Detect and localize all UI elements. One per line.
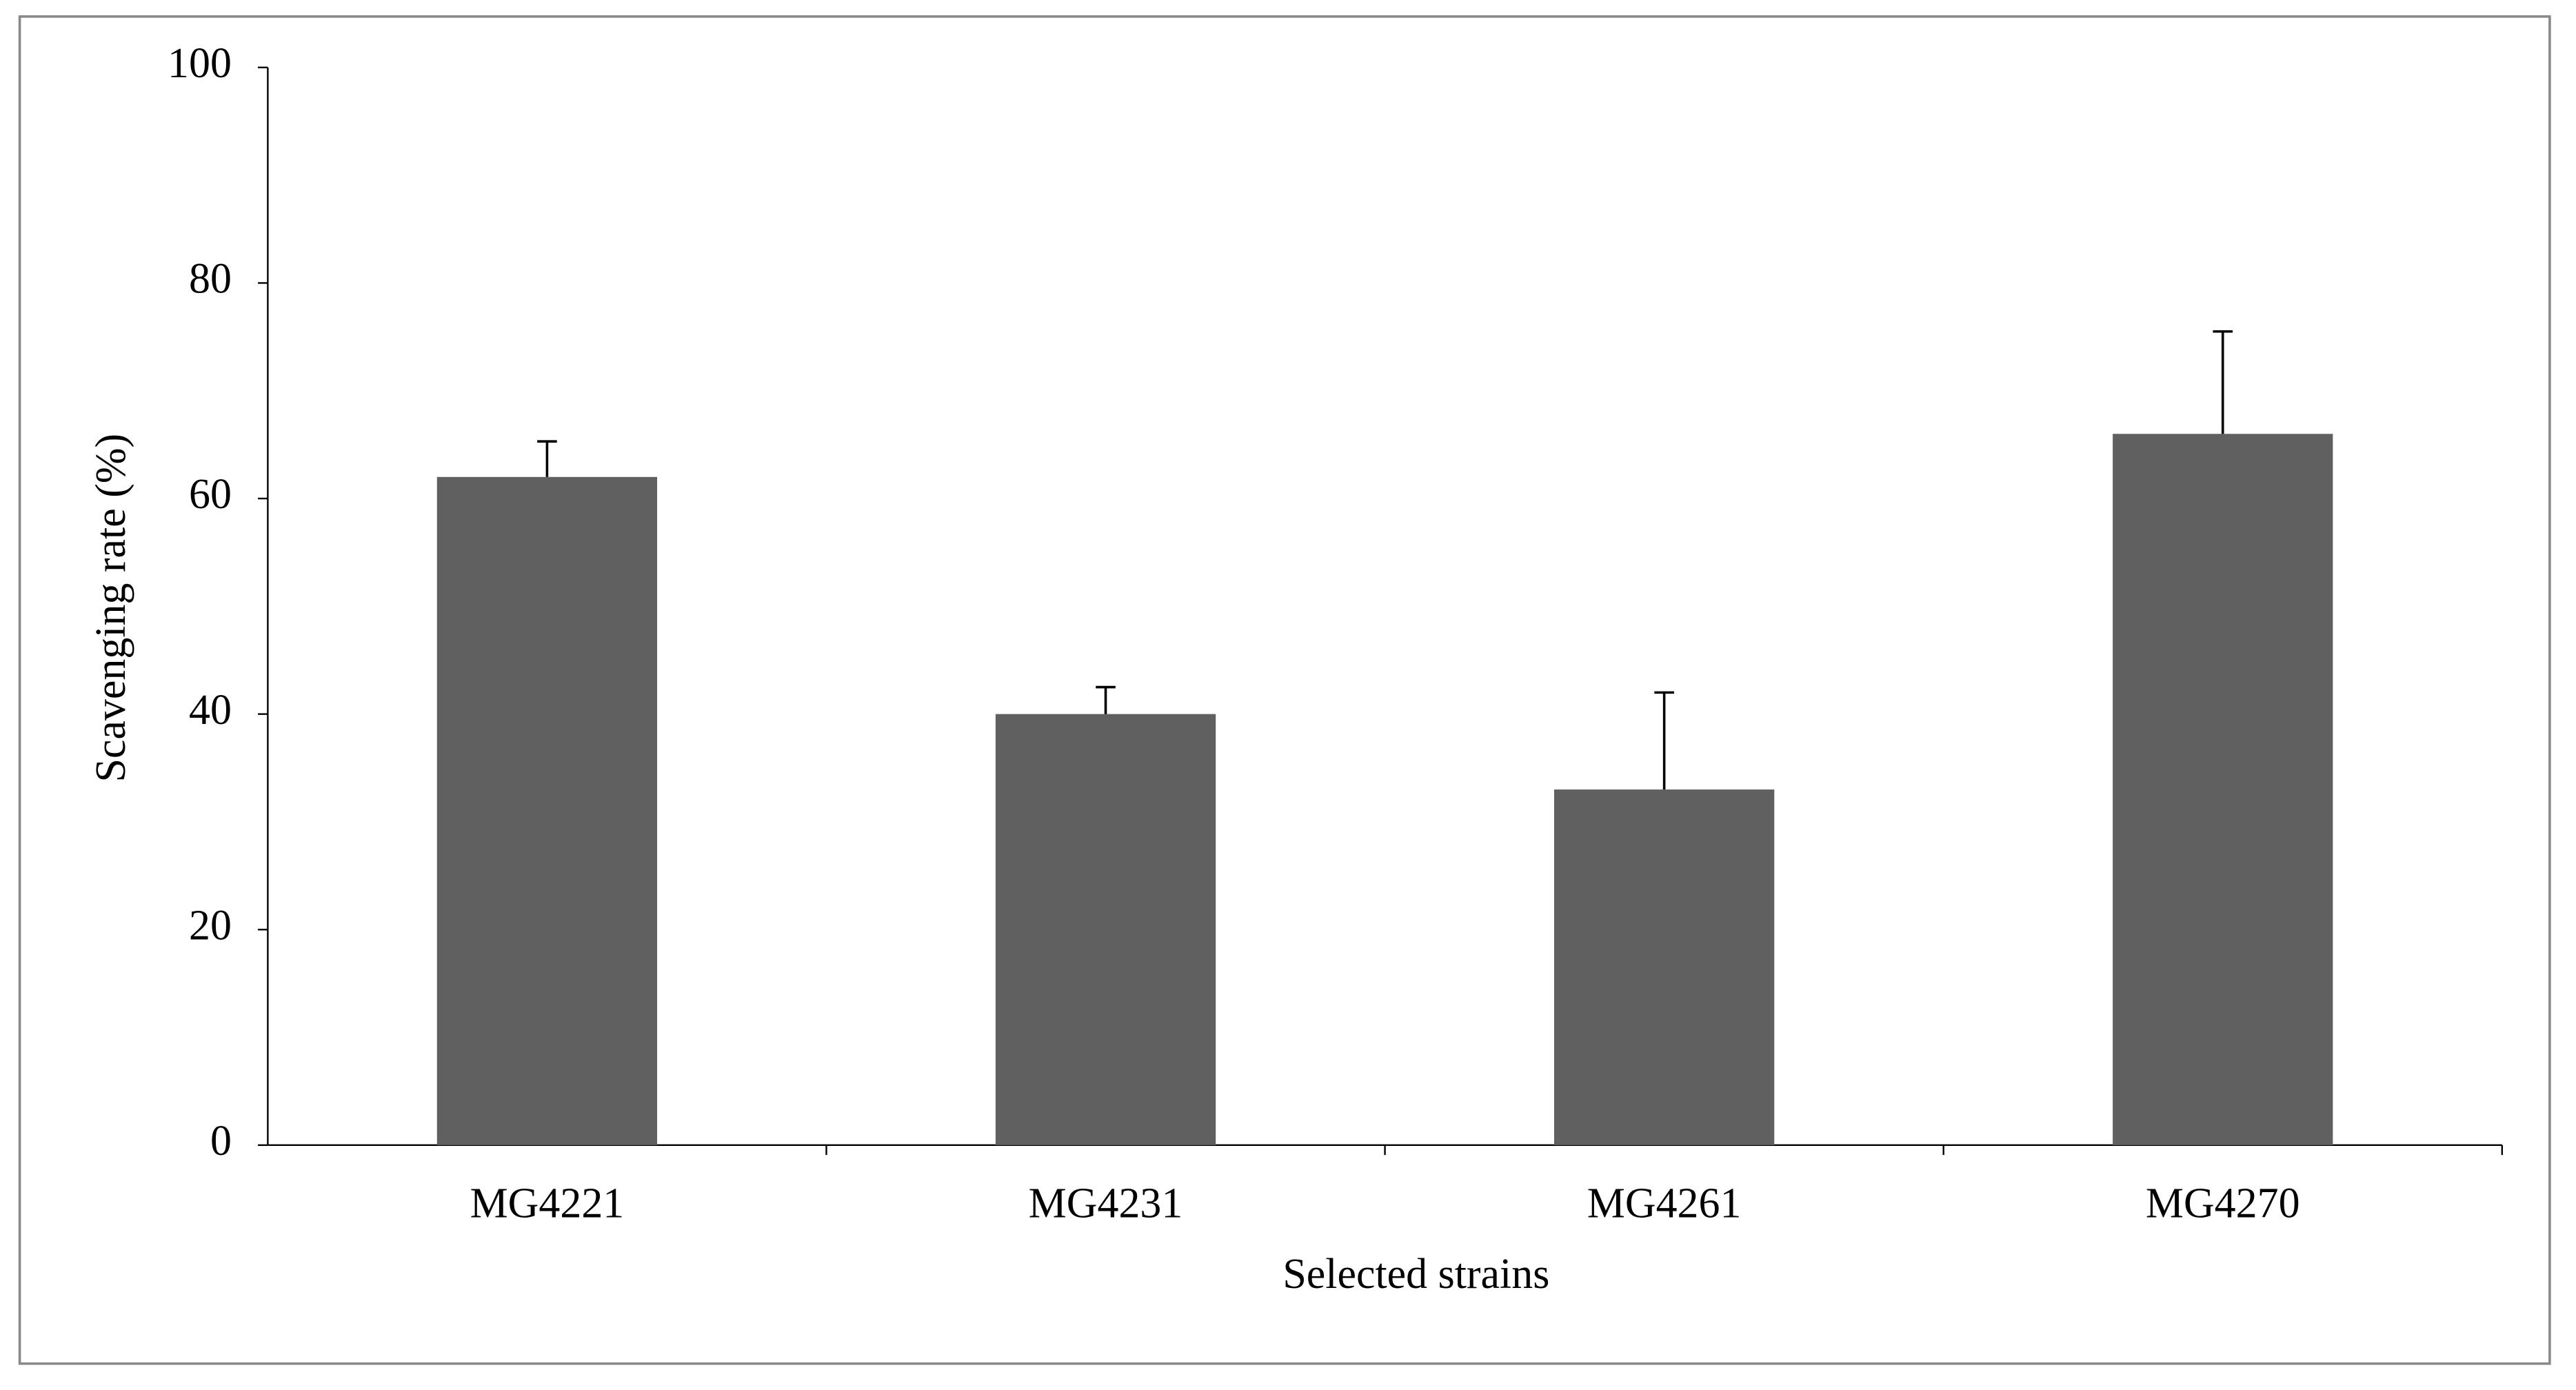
x-tick-label: MG4270 [2146,1180,2300,1227]
x-tick-label: MG4221 [470,1180,625,1227]
y-tick-label: 20 [189,902,232,949]
y-tick-label: 40 [189,687,232,734]
x-tick-label: MG4231 [1029,1180,1183,1227]
bar [1553,789,1775,1145]
y-tick-label: 80 [189,256,232,303]
error-bar [1654,691,1674,790]
y-axis-label: Scavenging rate (%) [88,434,134,783]
error-bar [2213,330,2233,434]
x-tick-label: MG4261 [1587,1180,1742,1227]
y-tick-label: 100 [168,40,232,87]
x-axis-label: Selected strains [1282,1251,1549,1298]
bar [995,714,1216,1145]
error-bar [537,440,557,477]
bar [436,476,658,1145]
y-tick-label: 60 [189,471,232,518]
bar [2113,434,2333,1145]
y-tick-label: 0 [210,1118,232,1165]
error-bar [1096,685,1116,714]
